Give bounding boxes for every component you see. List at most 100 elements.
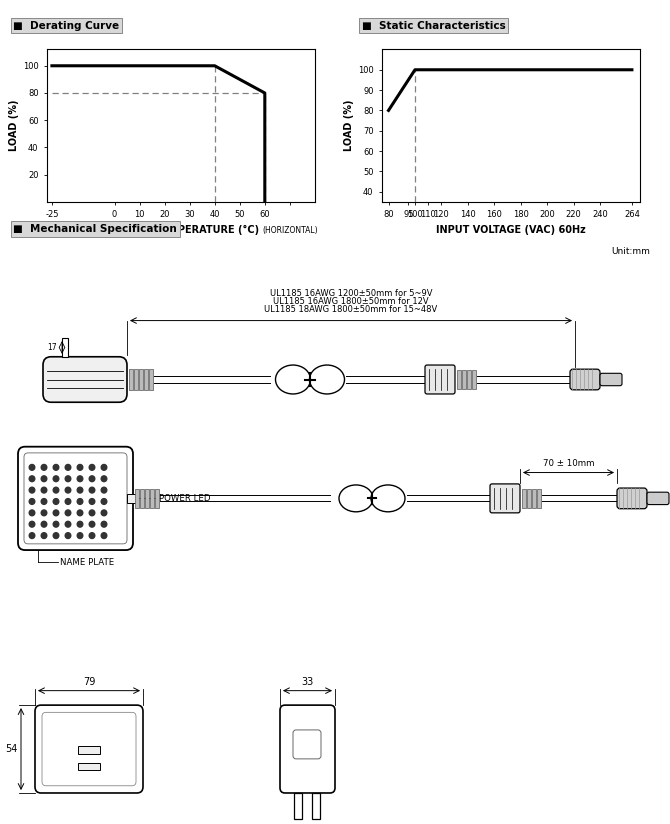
Y-axis label: LOAD (%): LOAD (%) [9,100,19,152]
Circle shape [89,510,94,516]
FancyBboxPatch shape [24,453,127,544]
Circle shape [41,510,47,516]
Circle shape [65,475,71,482]
FancyBboxPatch shape [42,713,136,786]
Circle shape [89,499,94,504]
Circle shape [101,475,107,482]
Circle shape [53,487,59,493]
X-axis label: AMBIENT TEMPERATURE (°C): AMBIENT TEMPERATURE (°C) [103,225,259,235]
Text: UL1185 16AWG 1800±50mm for 12V: UL1185 16AWG 1800±50mm for 12V [273,297,429,306]
Circle shape [89,465,94,471]
Circle shape [89,487,94,493]
Bar [467,370,471,389]
Text: UL1185 18AWG 1800±50mm for 15~48V: UL1185 18AWG 1800±50mm for 15~48V [265,306,438,315]
Circle shape [77,510,83,516]
Text: 70 ± 10mm: 70 ± 10mm [543,460,594,468]
Circle shape [77,475,83,482]
Text: 54: 54 [5,744,18,754]
Circle shape [29,487,35,493]
Text: 17: 17 [48,343,57,352]
Circle shape [77,487,83,493]
Bar [134,369,138,390]
Text: UL1185 16AWG 1200±50mm for 5~9V: UL1185 16AWG 1200±50mm for 5~9V [270,289,432,297]
Circle shape [53,475,59,482]
Bar [457,370,461,389]
Text: ■  Mechanical Specification: ■ Mechanical Specification [13,224,177,234]
Text: ■  Derating Curve: ■ Derating Curve [13,21,119,30]
Bar [537,489,541,508]
Circle shape [65,510,71,516]
Bar [149,369,153,390]
Bar [78,763,100,770]
Circle shape [101,532,107,539]
X-axis label: INPUT VOLTAGE (VAC) 60Hz: INPUT VOLTAGE (VAC) 60Hz [436,225,586,235]
Circle shape [65,487,71,493]
Text: NAME PLATE: NAME PLATE [60,558,115,567]
Text: 33: 33 [302,677,314,686]
Circle shape [53,532,59,539]
Bar [135,489,139,508]
Circle shape [41,465,47,471]
Circle shape [65,499,71,504]
Circle shape [101,465,107,471]
Text: Unit:mm: Unit:mm [611,247,650,255]
Circle shape [41,475,47,482]
Text: (HORIZONTAL): (HORIZONTAL) [262,227,318,236]
Circle shape [65,522,71,527]
Circle shape [29,475,35,482]
FancyBboxPatch shape [425,365,455,394]
FancyBboxPatch shape [647,492,669,504]
FancyBboxPatch shape [18,447,133,550]
Bar [145,489,149,508]
Circle shape [77,465,83,471]
Circle shape [53,499,59,504]
Circle shape [29,532,35,539]
Ellipse shape [371,485,405,512]
Circle shape [29,465,35,471]
Bar [294,793,302,819]
Circle shape [53,522,59,527]
Circle shape [89,522,94,527]
Text: POWER LED: POWER LED [159,494,210,503]
Circle shape [29,510,35,516]
Ellipse shape [275,365,310,394]
Bar [155,489,159,508]
Bar [139,369,143,390]
Circle shape [41,532,47,539]
Circle shape [41,499,47,504]
Bar [144,369,148,390]
Bar [472,370,476,389]
FancyBboxPatch shape [35,705,143,793]
Circle shape [77,499,83,504]
FancyBboxPatch shape [293,730,321,759]
Text: 79: 79 [83,677,95,686]
Circle shape [29,522,35,527]
Circle shape [77,522,83,527]
Circle shape [101,522,107,527]
Bar [312,793,320,819]
Circle shape [101,499,107,504]
Circle shape [101,510,107,516]
Bar [150,489,154,508]
FancyBboxPatch shape [600,373,622,386]
Text: ■  Static Characteristics: ■ Static Characteristics [362,21,506,30]
Bar [522,489,526,508]
Bar [127,494,137,503]
Bar [78,747,100,754]
Ellipse shape [339,485,373,512]
Circle shape [65,532,71,539]
Bar [129,369,133,390]
FancyBboxPatch shape [570,369,600,390]
Bar [140,489,144,508]
Ellipse shape [310,365,344,394]
Circle shape [89,475,94,482]
Y-axis label: LOAD (%): LOAD (%) [344,100,354,152]
Circle shape [65,465,71,471]
Circle shape [101,487,107,493]
Circle shape [29,499,35,504]
FancyBboxPatch shape [490,484,520,513]
FancyBboxPatch shape [43,357,127,402]
Bar [527,489,531,508]
FancyBboxPatch shape [617,488,647,508]
Circle shape [41,522,47,527]
